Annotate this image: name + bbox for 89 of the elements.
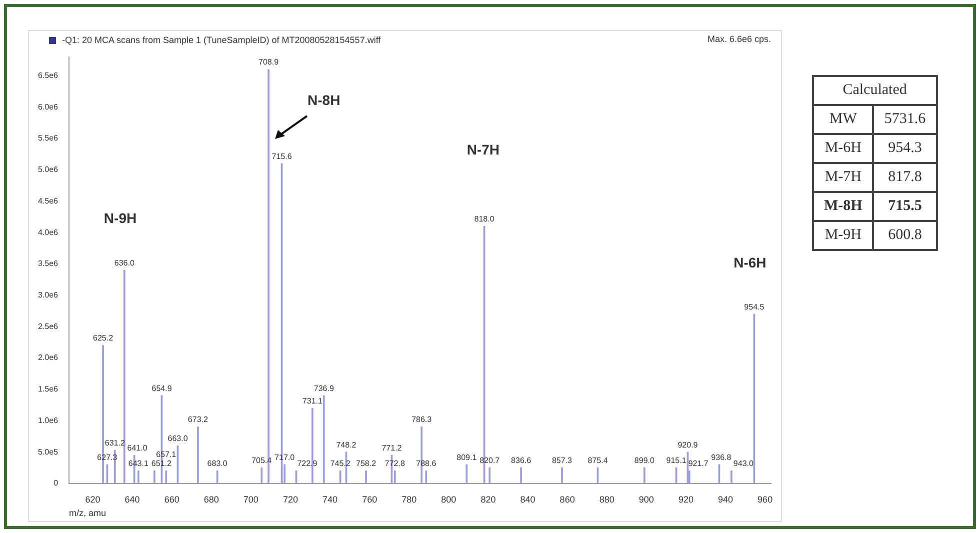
category-label: MW xyxy=(813,105,874,134)
x-tick-label: 640 xyxy=(124,494,140,504)
y-tick-label: 0 xyxy=(54,478,59,488)
x-tick-label: 940 xyxy=(718,494,734,504)
x-tick-label: 960 xyxy=(758,494,773,504)
y-tick-label: 4.0e6 xyxy=(38,228,59,237)
x-tick-label: 780 xyxy=(402,494,417,504)
x-tick-label: 680 xyxy=(204,494,219,504)
annotation: 722.9 xyxy=(297,459,318,468)
annotation: 758.2 xyxy=(356,459,377,468)
y-tick-label: 5.0e5 xyxy=(38,447,59,456)
x-tick-label: 880 xyxy=(599,494,614,504)
annotation: 731.1 xyxy=(302,396,323,406)
category-label: M-8H xyxy=(813,192,874,221)
annotation: 715.6 xyxy=(272,152,292,161)
x-tick-label: 720 xyxy=(282,494,298,504)
x-axis-title: m/z, amu xyxy=(69,508,106,518)
annotation: 875.4 xyxy=(588,456,608,465)
y-tick-label: 3.5e6 xyxy=(38,259,59,268)
y-tick-label: 4.5e6 xyxy=(38,196,59,206)
category-label: M-6H xyxy=(813,134,874,163)
annotation: 820.7 xyxy=(480,456,500,465)
annotation: 936.8 xyxy=(711,452,732,462)
annotation: 772.8 xyxy=(384,459,406,468)
annotation: 745.2 xyxy=(330,459,351,468)
annotation: N-6H xyxy=(734,254,766,271)
y-tick-label: 1.5e6 xyxy=(38,384,59,394)
x-tick-label: 860 xyxy=(560,494,575,504)
annotation: 788.6 xyxy=(416,459,437,468)
annotation: 899.0 xyxy=(634,456,655,465)
annotation: 663.0 xyxy=(168,434,188,443)
x-tick-label: 700 xyxy=(243,494,258,504)
annotation: 786.3 xyxy=(412,415,432,424)
annotation: 643.1 xyxy=(128,459,149,468)
data-label: 954.3 xyxy=(873,134,937,163)
x-tick-label: 900 xyxy=(638,494,654,504)
annotation: 771.2 xyxy=(382,443,402,452)
y-tick-label: 6.0e6 xyxy=(38,102,59,112)
annotation: 736.9 xyxy=(314,384,334,393)
data-label: 5731.6 xyxy=(873,105,937,134)
annotation: 818.0 xyxy=(474,214,495,224)
annotation: 836.6 xyxy=(511,456,532,465)
text: Calculated xyxy=(813,76,937,105)
annotation: 954.5 xyxy=(744,302,765,312)
category-label: M-7H xyxy=(813,163,874,192)
annotation: 708.9 xyxy=(258,58,280,67)
annotation: 625.2 xyxy=(93,334,114,343)
annotation: 705.4 xyxy=(252,456,272,465)
x-tick-label: 820 xyxy=(480,494,496,504)
x-tick-label: 620 xyxy=(85,494,100,504)
annotation: 748.2 xyxy=(336,440,357,450)
x-tick-label: 800 xyxy=(441,494,456,504)
x-tick-label: 760 xyxy=(362,494,378,504)
annotation: 651.2 xyxy=(151,459,172,468)
y-tick-label: 1.0e6 xyxy=(38,416,59,425)
annotation: 636.0 xyxy=(114,258,135,268)
annotation: 915.1 xyxy=(666,456,687,465)
annotation: N-7H xyxy=(466,142,500,158)
x-tick-label: 660 xyxy=(164,494,180,504)
annotation: 683.0 xyxy=(207,459,228,468)
annotation: 921.7 xyxy=(688,459,709,468)
y-tick-label: 2.0e6 xyxy=(38,353,59,362)
data-label: 600.8 xyxy=(873,221,937,250)
annotation: N-9H xyxy=(104,210,137,226)
data-label: 817.8 xyxy=(873,163,937,192)
annotation: 717.0 xyxy=(274,452,296,462)
annotation: 920.9 xyxy=(678,440,698,450)
annotation: 641.0 xyxy=(127,443,148,452)
x-tick-label: 920 xyxy=(678,494,694,504)
category-label: M-9H xyxy=(813,221,874,250)
y-tick-label: 5.5e6 xyxy=(38,134,59,143)
annotation: 631.2 xyxy=(104,438,126,448)
annotation: 809.1 xyxy=(456,452,478,462)
x-tick-label: 740 xyxy=(322,494,338,504)
annotation: 673.2 xyxy=(188,415,208,424)
y-tick-label: 6.5e6 xyxy=(38,71,59,80)
y-tick-label: 3.0e6 xyxy=(38,290,59,300)
x-tick-label: 840 xyxy=(520,494,536,504)
y-tick-label: 5.0e6 xyxy=(38,165,59,174)
data-label: 715.5 xyxy=(873,192,937,221)
chart-title: -Q1: 20 MCA scans from Sample 1 (TuneSampleID) of MT20080528154557.wiff xyxy=(62,35,381,45)
annotation: 943.0 xyxy=(733,459,754,468)
annotation: N-8H xyxy=(308,92,340,108)
annotation: 627.3 xyxy=(97,452,118,462)
annotation: 657.1 xyxy=(156,450,177,460)
text: Max. 6.6e6 cps. xyxy=(707,34,771,44)
annotation: 857.3 xyxy=(552,456,573,465)
annotation: 654.9 xyxy=(152,384,172,393)
y-tick-label: 2.5e6 xyxy=(38,322,59,331)
